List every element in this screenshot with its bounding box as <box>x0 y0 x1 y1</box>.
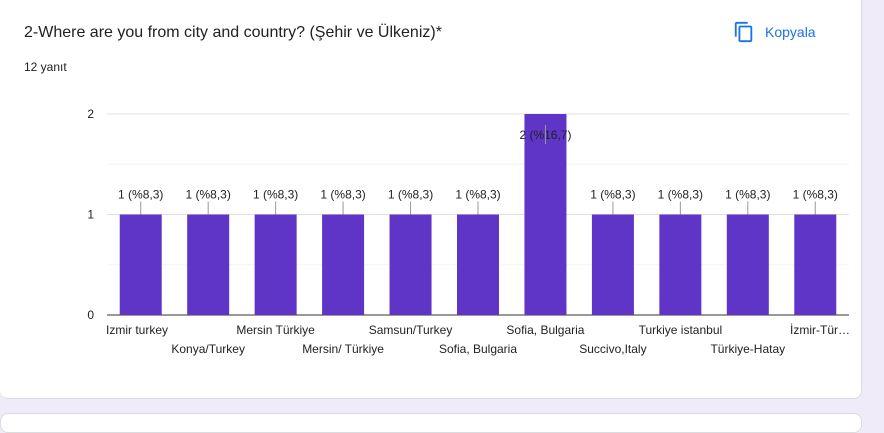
y-tick-label: 2 <box>87 107 94 121</box>
data-label: 1 (%8,3) <box>455 188 500 202</box>
x-tick-label: Mersin Türkiye <box>236 323 315 337</box>
bar <box>119 214 162 315</box>
bar <box>254 214 297 315</box>
data-label: 1 (%8,3) <box>793 188 838 202</box>
question-title: 2-Where are you from city and country? (… <box>24 24 442 41</box>
data-label: 1 (%8,3) <box>253 188 298 202</box>
x-tick-label: Mersin/ Türkiye <box>302 342 384 356</box>
x-tick-label: Izmir turkey <box>106 323 168 337</box>
bar <box>457 214 499 315</box>
x-tick-label: Succivo,Italy <box>579 342 646 356</box>
bar <box>591 214 634 315</box>
x-tick-label: Türkiye-Hatay <box>710 342 785 356</box>
bar <box>524 114 567 315</box>
x-tick-label: Konya/Turkey <box>171 342 245 356</box>
bar <box>187 214 230 315</box>
data-label: 1 (%8,3) <box>590 188 635 202</box>
bar <box>389 214 432 315</box>
bar <box>726 214 769 315</box>
data-label: 1 (%8,3) <box>186 188 231 202</box>
y-tick-label: 0 <box>87 308 94 322</box>
question-card: 2-Where are you from city and country? (… <box>0 0 862 399</box>
data-label: 1 (%8,3) <box>118 188 163 202</box>
data-label: 1 (%8,3) <box>320 188 365 202</box>
next-question-card <box>0 413 862 433</box>
x-tick-label: Samsun/Turkey <box>369 323 453 337</box>
bar <box>659 214 702 315</box>
y-tick-label: 1 <box>87 208 94 222</box>
data-label: 1 (%8,3) <box>658 188 703 202</box>
data-label: 1 (%8,3) <box>725 188 770 202</box>
bar-chart: 0 1 2 1 (%8,3) Izmir turkey 1 (%8,3) Konya/Tur… <box>87 107 850 356</box>
response-count: 12 yanıt <box>24 60 67 74</box>
x-tick-label: Sofia, Bulgaria <box>439 342 517 356</box>
copy-button[interactable]: Kopyala <box>733 18 816 46</box>
x-tick-label: Sofia, Bulgaria <box>506 323 584 337</box>
x-tick-label: Turkiye istanbul <box>639 323 723 337</box>
copy-button-label: Kopyala <box>765 24 816 40</box>
x-tick-label: İzmir-Tür… <box>790 323 850 337</box>
bar <box>322 214 365 315</box>
bar <box>794 214 837 315</box>
copy-icon <box>733 21 755 43</box>
data-label: 1 (%8,3) <box>388 188 433 202</box>
